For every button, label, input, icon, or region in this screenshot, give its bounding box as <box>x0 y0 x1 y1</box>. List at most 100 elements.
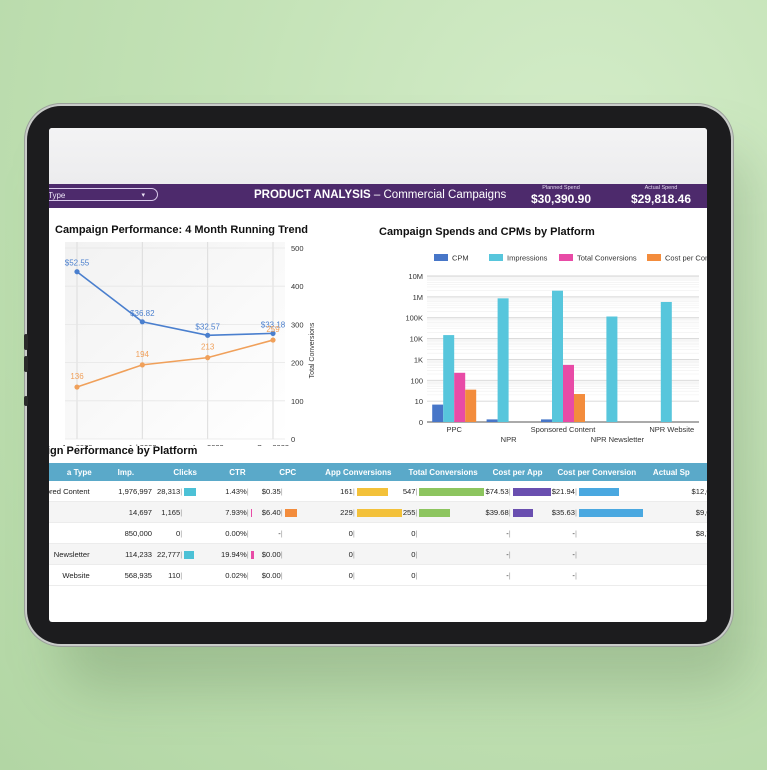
bar-x-tick-label: NPR Website <box>649 425 694 434</box>
cell-cpconv: $35.63| <box>550 501 643 523</box>
bar-total-conversions[interactable] <box>563 364 574 422</box>
cell-type-value: ored Content <box>49 486 90 496</box>
legend-label[interactable]: CPM <box>452 254 469 263</box>
col-header-app-conversions[interactable]: App Conversions <box>314 463 402 481</box>
cell-separator: | <box>574 570 577 580</box>
bar-impressions[interactable] <box>497 298 509 422</box>
trend-point-conversions[interactable] <box>139 362 145 368</box>
cell-ctr-bar <box>250 550 254 559</box>
page-title: PRODUCT ANALYSIS – Commercial Campaigns <box>254 189 506 201</box>
type-dropdown[interactable]: Type ▾ <box>49 188 158 201</box>
bar-impressions[interactable] <box>606 316 618 422</box>
bar-cpm[interactable] <box>486 419 498 422</box>
table-title: ign Performance by Platform <box>49 445 198 457</box>
trend-data-label-cost: $33.18 <box>261 320 286 329</box>
col-header-actual-spend[interactable]: Actual Sp <box>642 463 707 481</box>
cell-type: Website <box>49 564 96 586</box>
trend-point-cost[interactable] <box>139 319 145 325</box>
table-header-row: a Type Imp. Clicks CTR CPC App Conversio… <box>49 463 707 481</box>
col-header-ctr[interactable]: CTR <box>214 463 261 481</box>
trend-point-cost[interactable] <box>205 332 211 338</box>
cell-separator: | <box>246 549 249 559</box>
cell-cpc-value: $6.40 <box>261 507 281 517</box>
col-header-cost-per-conversion[interactable]: Cost per Conversion <box>550 463 643 481</box>
bar-total-conversions[interactable] <box>454 372 466 422</box>
bar-impressions[interactable] <box>660 301 672 422</box>
cell-spend: $12,000 <box>642 481 707 502</box>
cell-cpconv: -| <box>550 522 643 544</box>
bar-cpm[interactable] <box>432 404 444 422</box>
trend-x-tick-label: Jun 2023 <box>62 443 93 446</box>
legend-label[interactable]: Total Conversions <box>577 254 637 263</box>
cell-total-bar <box>419 508 451 517</box>
trend-data-label-cost: $36.82 <box>130 309 155 318</box>
bar-y-tick-label: 10 <box>415 397 423 406</box>
cell-spend: $8,732 <box>642 522 707 544</box>
trend-point-cost[interactable] <box>74 269 80 275</box>
cell-clicks-bar <box>184 487 197 496</box>
cell-ctr: 0.02%| <box>214 564 261 586</box>
trend-point-conversions[interactable] <box>74 384 80 390</box>
trend-y2-tick-label: 100 <box>291 397 304 406</box>
cell-clicks-value: 0 <box>176 528 181 538</box>
bar-cost-per-convers-[interactable] <box>465 389 477 422</box>
cell-clicks: 1,165| <box>156 501 215 523</box>
trend-series-line-cost <box>76 271 274 337</box>
planned-spend-value: $30,390.90 <box>530 192 592 206</box>
trend-series-line-conversions <box>76 339 274 388</box>
cell-separator: | <box>415 528 418 538</box>
col-header-cpc[interactable]: CPC <box>260 463 315 481</box>
cell-cpa-bar <box>512 487 551 496</box>
cell-separator: | <box>574 549 577 559</box>
legend-label[interactable]: Cost per Convers... <box>665 254 707 263</box>
col-header-clicks[interactable]: Clicks <box>156 463 215 481</box>
cell-cpconv-value: - <box>572 549 575 559</box>
legend-swatch <box>434 254 448 261</box>
cell-separator: | <box>280 528 283 538</box>
trend-point-cost[interactable] <box>270 330 276 336</box>
cell-separator: | <box>180 528 183 538</box>
cell-cpa: $74.53| <box>484 481 551 502</box>
table-row[interactable]: 14,697 1,165| 7.93%| $6.40| 229| 255| $39.68| $… <box>49 501 707 523</box>
cell-ctr-value: 0.02% <box>225 570 247 580</box>
bar-impressions[interactable] <box>443 335 455 422</box>
bar-y-tick-label: 10M <box>408 272 423 281</box>
bar-cost-per-convers-[interactable] <box>574 394 585 422</box>
trend-point-conversions[interactable] <box>270 337 276 343</box>
cell-cpconv: -| <box>550 564 643 586</box>
bar-impressions[interactable] <box>552 290 563 422</box>
table-row[interactable]: ored Content 1,976,997 28,313| 1.43%| $0.35|… <box>49 481 707 502</box>
legend-swatch <box>559 254 573 261</box>
cell-separator: | <box>280 570 283 580</box>
bar-y-tick-label: 1K <box>414 355 423 364</box>
trend-data-label-cost: $52.55 <box>65 259 90 268</box>
bar-y-tick-label: 0 <box>419 418 423 427</box>
cell-cpa: -| <box>484 522 551 544</box>
cell-clicks: 28,313| <box>156 481 215 502</box>
cell-cpc-value: $0.35 <box>261 486 281 496</box>
cell-imp: 850,000 <box>95 522 157 544</box>
cell-spend: $9,086 <box>642 501 707 523</box>
col-header-total-conversions[interactable]: Total Conversions <box>401 463 485 481</box>
trend-y2-tick-label: 200 <box>291 359 304 368</box>
cell-cpc: $0.00| <box>260 564 315 586</box>
trend-data-label-conversions: 213 <box>201 343 215 352</box>
cell-separator: | <box>280 486 283 496</box>
bar-cpm[interactable] <box>541 419 552 422</box>
trend-data-label-conversions: 259 <box>266 325 280 334</box>
table-row[interactable]: Newsletter 114,233 22,777| 19.94%| $0.00| 0| 0… <box>49 543 707 565</box>
cell-cpc: $0.35| <box>260 481 315 502</box>
trend-y2-tick-label: 300 <box>291 320 304 329</box>
cell-imp: 114,233 <box>95 543 157 565</box>
legend-label[interactable]: Impressions <box>507 254 548 263</box>
cell-separator: | <box>574 528 577 538</box>
cell-cpa-value: $39.68 <box>485 507 509 517</box>
trend-y2-tick-label: 500 <box>291 244 304 253</box>
col-header-type[interactable]: a Type <box>49 463 96 481</box>
col-header-cost-per-app[interactable]: Cost per App <box>484 463 551 481</box>
trend-point-conversions[interactable] <box>205 355 211 361</box>
cell-cpa: -| <box>484 543 551 565</box>
col-header-imp[interactable]: Imp. <box>95 463 157 481</box>
